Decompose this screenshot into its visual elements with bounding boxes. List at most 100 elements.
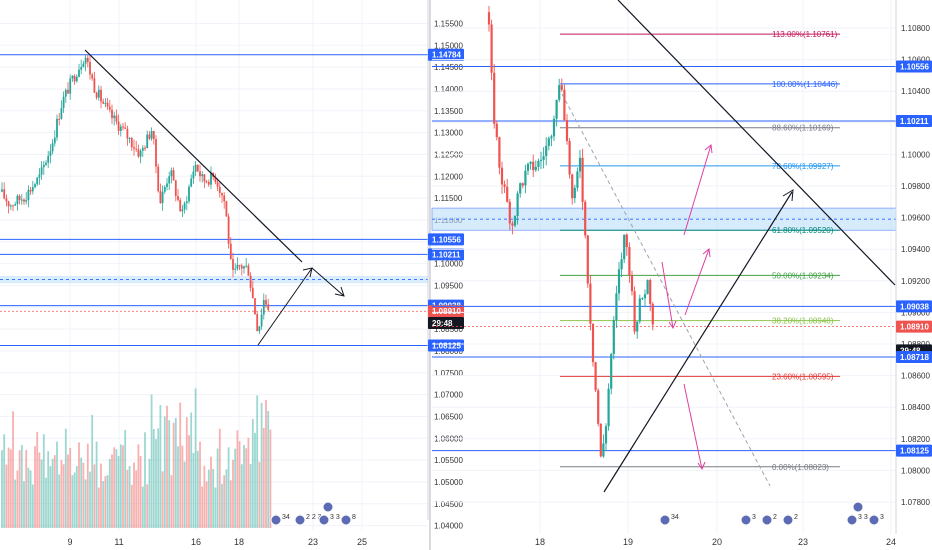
pink-arrow-2[interactable]: [684, 248, 710, 316]
right-candle-body: [487, 12, 491, 25]
left-event-icon[interactable]: [270, 514, 282, 526]
left-candle-body: [144, 147, 146, 149]
left-volume-bar: [14, 479, 17, 528]
right-price-tag: [896, 350, 932, 363]
right-ascending-trendline[interactable]: [603, 191, 793, 493]
left-event-count: 34: [282, 514, 290, 521]
left-event-icon[interactable]: [294, 514, 306, 526]
pink-arrow-3[interactable]: [661, 261, 674, 329]
left-volume-bar: [80, 457, 83, 528]
left-volume-bar: [256, 395, 259, 528]
left-candle-body: [40, 167, 43, 175]
left-volume-bar: [9, 449, 12, 528]
left-candle-body: [42, 164, 45, 168]
left-event-markers[interactable]: 34 2 2 3 3 3 8: [270, 501, 356, 526]
right-drawings[interactable]: [561, 0, 896, 493]
left-volume-bar: [23, 481, 25, 528]
left-volume-bar: [5, 464, 8, 528]
left-volume-bar: [86, 443, 89, 528]
left-chart-panel[interactable]: 1.15500 1.15000 1.14500 1.14000 1.13500 1.130…: [0, 0, 464, 547]
left-volume-bar: [234, 448, 237, 528]
right-candle-body: [636, 321, 639, 332]
left-volume-bar: [102, 481, 105, 528]
left-y-tick: 1.08500: [434, 325, 463, 334]
left-volume-bar: [69, 447, 72, 528]
left-candle-body: [137, 149, 140, 157]
left-volume-bar: [139, 456, 142, 528]
left-candle-body: [9, 205, 12, 207]
left-candle-body: [150, 130, 153, 139]
right-candle-body: [641, 298, 644, 300]
right-event-icon[interactable]: [868, 514, 880, 526]
right-event-icon[interactable]: [761, 514, 773, 526]
right-candle-body: [620, 259, 623, 270]
right-candle-body: [651, 304, 654, 325]
left-volume-bar: [148, 458, 151, 528]
left-volume-bar: [117, 456, 120, 528]
left-volume-bar: [218, 428, 221, 528]
right-time-axis[interactable]: 18 19 20 23 24: [535, 537, 896, 547]
left-event-icon[interactable]: [340, 514, 352, 526]
left-volume-bar: [190, 412, 193, 528]
left-volume-bar: [207, 469, 210, 528]
right-candle-body: [521, 183, 524, 186]
left-y-tick: 1.13000: [434, 129, 463, 138]
left-volume-bar: [245, 448, 248, 528]
left-time-axis[interactable]: 9 11 16 18 23 25: [67, 537, 367, 547]
left-volume-bar: [157, 428, 160, 528]
fib-level-label: 113.00%(1.10761): [772, 30, 838, 39]
right-event-markers[interactable]: 34 3 2 2 3 3 3: [659, 501, 884, 526]
left-projection-up[interactable]: [257, 267, 313, 346]
left-candle-body: [18, 195, 21, 201]
left-trendline[interactable]: [84, 49, 303, 263]
left-candle-body: [34, 184, 36, 188]
right-event-icon[interactable]: [846, 514, 858, 526]
left-event-icon[interactable]: [318, 514, 330, 526]
right-candle-body: [584, 201, 587, 236]
left-candle-body: [183, 203, 186, 210]
right-event-icon[interactable]: [659, 514, 671, 526]
right-y-tick: 1.08600: [901, 372, 930, 381]
right-event-icon[interactable]: [740, 514, 752, 526]
left-horizontal-lines[interactable]: [0, 54, 428, 347]
right-candle-body: [612, 320, 615, 354]
left-projection-down[interactable]: [311, 267, 345, 297]
left-event-count: 8: [352, 514, 356, 521]
left-event-icon[interactable]: [322, 501, 334, 513]
right-candle-body: [625, 234, 628, 248]
left-volume-bar: [159, 405, 162, 528]
right-event-count: 3: [752, 514, 756, 521]
left-volume-bar: [126, 469, 129, 528]
right-y-tick: 1.09600: [901, 214, 930, 223]
right-candle-body: [576, 171, 579, 188]
right-fib-diagonal: [561, 93, 771, 487]
left-volume-bar: [67, 454, 69, 528]
left-candle-body: [232, 258, 234, 270]
left-candle-body: [227, 216, 230, 244]
left-volume-bar: [262, 427, 265, 528]
left-drawings[interactable]: [84, 49, 345, 346]
left-candle-body: [108, 106, 111, 110]
fib-level-label: 38.20%(1.08948): [772, 317, 834, 326]
right-descending-trendline[interactable]: [617, 0, 896, 286]
left-candle-body: [29, 189, 32, 192]
left-candle-body: [73, 75, 76, 82]
left-grid: [0, 0, 428, 530]
right-event-icon[interactable]: [852, 501, 864, 513]
left-volume-bar: [249, 463, 252, 528]
left-candle-body: [192, 171, 195, 179]
right-chart-panel[interactable]: 113.00%(1.10761) 100.00%(1.10446) 88.60%(1…: [431, 0, 932, 547]
left-y-tick: 1.09500: [434, 281, 463, 290]
right-event-icon[interactable]: [782, 514, 794, 526]
left-price-tag-label: 1.08125: [432, 342, 461, 351]
right-candle-body: [623, 234, 626, 260]
left-candle-body: [229, 243, 232, 259]
left-volume-bar: [82, 462, 85, 528]
left-volume-bar: [56, 441, 58, 528]
right-horizontal-lines[interactable]: [432, 66, 896, 452]
pink-arrow-4[interactable]: [683, 383, 703, 470]
pink-arrow-1[interactable]: [683, 144, 712, 236]
left-y-tick: 1.15500: [434, 19, 463, 28]
left-x-tick: 16: [191, 537, 201, 547]
